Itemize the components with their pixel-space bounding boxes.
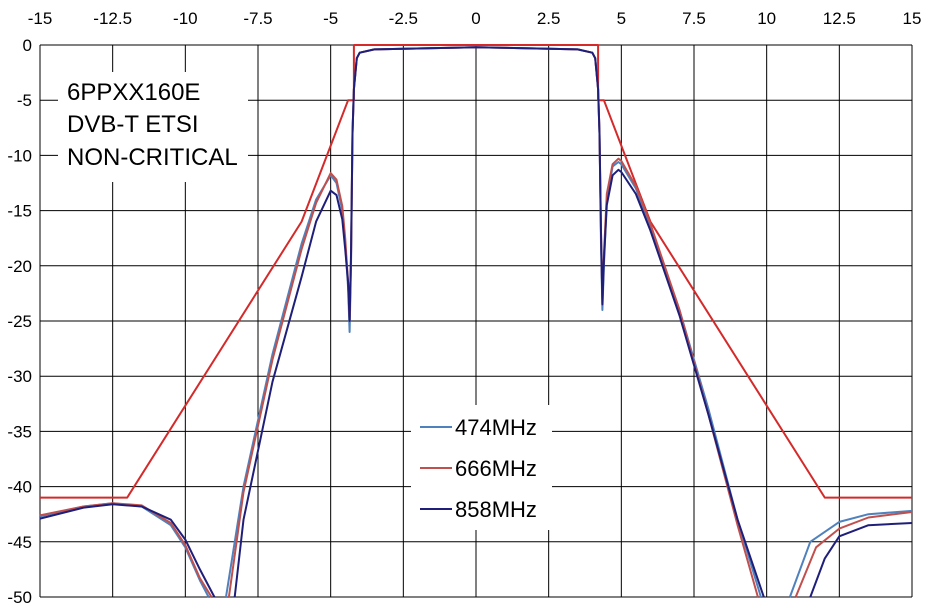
series-666MHz-segment-0 xyxy=(39,502,213,598)
annotation-line-3: NON-CRITICAL xyxy=(67,144,238,171)
mask-line xyxy=(40,44,912,499)
x-tick-label-1: -12.5 xyxy=(93,9,132,28)
x-tick-label-5: -2.5 xyxy=(389,9,418,28)
legend: 474MHz 666MHz 858MHz xyxy=(411,405,552,530)
x-tick-label-8: 5 xyxy=(617,9,626,28)
mask-limit-line xyxy=(40,44,912,499)
x-tick-label-4: -5 xyxy=(323,9,338,28)
y-tick-label-7: -35 xyxy=(7,422,32,441)
series-858MHz xyxy=(39,46,913,598)
annotation-box xyxy=(58,72,248,182)
y-tick-label-5: -25 xyxy=(7,312,32,331)
y-tick-label-1: -5 xyxy=(17,91,32,110)
y-tick-label-8: -40 xyxy=(7,478,32,497)
legend-label-858MHz: 858MHz xyxy=(455,497,537,522)
x-tick-label-3: -7.5 xyxy=(243,9,272,28)
legend-label-666MHz: 666MHz xyxy=(455,456,537,481)
y-tick-label-0: 0 xyxy=(23,36,32,55)
y-tick-label-4: -20 xyxy=(7,257,32,276)
x-tick-labels: -15 -12.5 -10 -7.5 -5 -2.5 0 2.5 5 7.5 10 12.5 15 xyxy=(28,9,922,28)
annotation-line-2: DVB-T ETSI xyxy=(67,111,199,138)
x-tick-label-9: 7.5 xyxy=(682,9,706,28)
x-tick-label-11: 12.5 xyxy=(823,9,856,28)
y-tick-label-6: -30 xyxy=(7,367,32,386)
x-tick-label-12: 15 xyxy=(903,9,922,28)
series-858MHz-segment-1 xyxy=(233,46,765,598)
x-tick-label-7: 2.5 xyxy=(537,9,561,28)
series-666MHz-segment-2 xyxy=(794,511,913,598)
y-tick-label-9: -45 xyxy=(7,533,32,552)
x-tick-label-6: 0 xyxy=(471,9,480,28)
chart-annotation: 6PPXX160E DVB-T ETSI NON-CRITICAL xyxy=(58,72,248,182)
series-858MHz-segment-2 xyxy=(809,522,913,598)
legend-label-474MHz: 474MHz xyxy=(455,415,537,440)
series-858MHz-segment-0 xyxy=(39,503,216,598)
x-tick-label-2: -10 xyxy=(173,9,198,28)
series-lines xyxy=(39,46,913,598)
series-474MHz-segment-2 xyxy=(788,509,913,598)
y-tick-label-10: -50 xyxy=(7,588,32,607)
x-tick-label-0: -15 xyxy=(28,9,53,28)
y-tick-labels: 0 -5 -10 -15 -20 -25 -30 -35 -40 -45 -50 xyxy=(7,36,32,607)
x-tick-label-10: 10 xyxy=(757,9,776,28)
y-tick-label-3: -15 xyxy=(7,202,32,221)
annotation-line-1: 6PPXX160E xyxy=(67,79,200,106)
y-tick-label-2: -10 xyxy=(7,146,32,165)
